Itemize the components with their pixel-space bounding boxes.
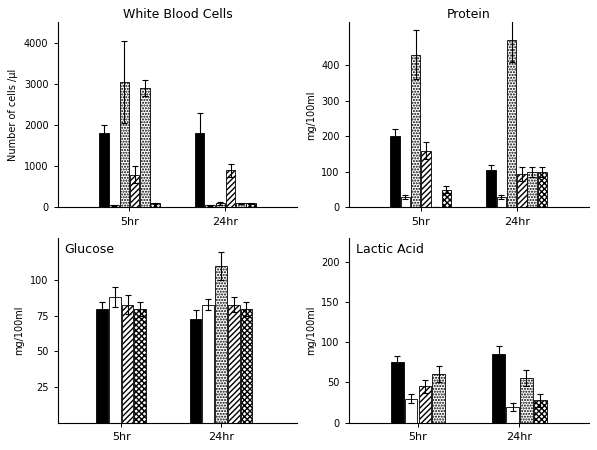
Bar	[96, 309, 108, 423]
Title: Protein: Protein	[447, 9, 491, 21]
Bar	[493, 354, 505, 423]
Bar	[134, 309, 146, 423]
Bar	[247, 203, 256, 207]
Bar	[391, 362, 404, 423]
Bar	[109, 206, 119, 207]
Bar	[507, 40, 516, 207]
Bar	[215, 266, 227, 423]
Bar	[442, 190, 451, 207]
Bar	[216, 203, 225, 207]
Bar	[119, 82, 129, 207]
Bar	[205, 206, 215, 207]
Y-axis label: mg/100ml: mg/100ml	[306, 90, 316, 140]
Bar	[517, 174, 527, 207]
Title: White Blood Cells: White Blood Cells	[122, 9, 232, 21]
Bar	[487, 170, 496, 207]
Y-axis label: mg/100ml: mg/100ml	[14, 306, 24, 355]
Bar	[122, 305, 134, 423]
Bar	[236, 203, 245, 207]
Bar	[109, 297, 121, 423]
Bar	[506, 406, 519, 423]
Bar	[418, 387, 431, 423]
Bar	[401, 197, 410, 207]
Bar	[411, 54, 420, 207]
Bar	[226, 171, 235, 207]
Bar	[202, 305, 214, 423]
Bar	[497, 197, 506, 207]
Bar	[432, 374, 445, 423]
Bar	[534, 400, 547, 423]
Bar	[241, 309, 253, 423]
Bar	[390, 136, 400, 207]
Bar	[527, 172, 537, 207]
Y-axis label: Number of cells /μl: Number of cells /μl	[8, 69, 19, 161]
Bar	[228, 305, 239, 423]
Bar	[520, 378, 533, 423]
Text: Glucose: Glucose	[64, 243, 115, 256]
Bar	[150, 203, 160, 207]
Bar	[190, 319, 201, 423]
Y-axis label: mg/100ml: mg/100ml	[306, 306, 316, 355]
Bar	[99, 134, 109, 207]
Bar	[405, 399, 417, 423]
Bar	[421, 151, 430, 207]
Text: Lactic Acid: Lactic Acid	[356, 243, 424, 256]
Bar	[140, 88, 150, 207]
Bar	[130, 175, 139, 207]
Bar	[538, 172, 547, 207]
Bar	[195, 134, 204, 207]
